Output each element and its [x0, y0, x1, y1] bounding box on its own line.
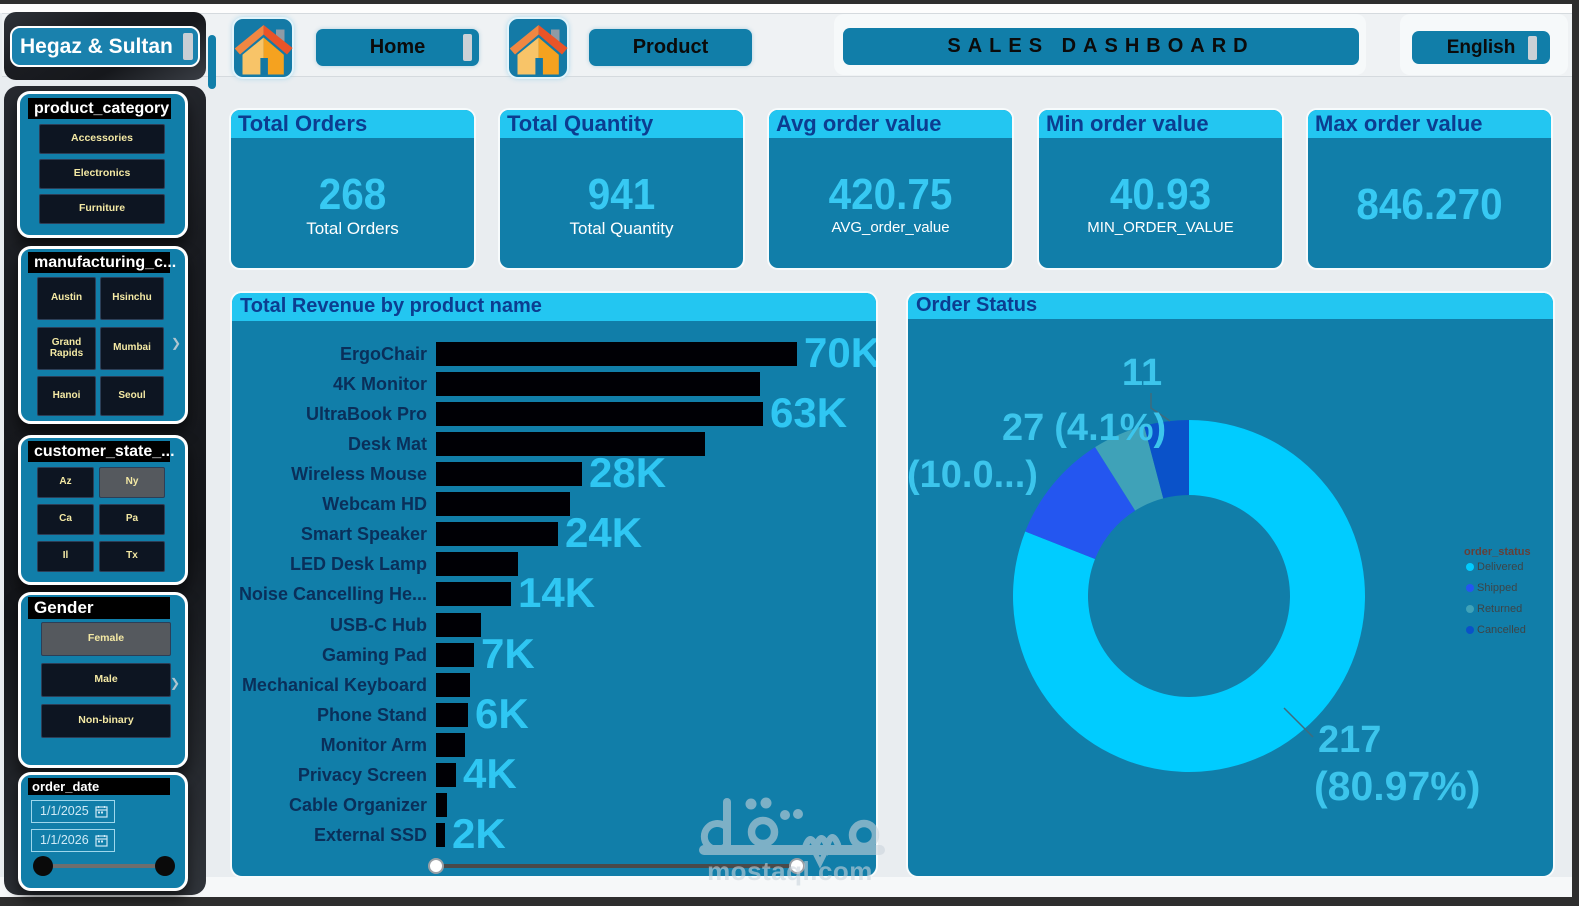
svg-text:mostaql.com: mostaql.com — [707, 856, 873, 886]
